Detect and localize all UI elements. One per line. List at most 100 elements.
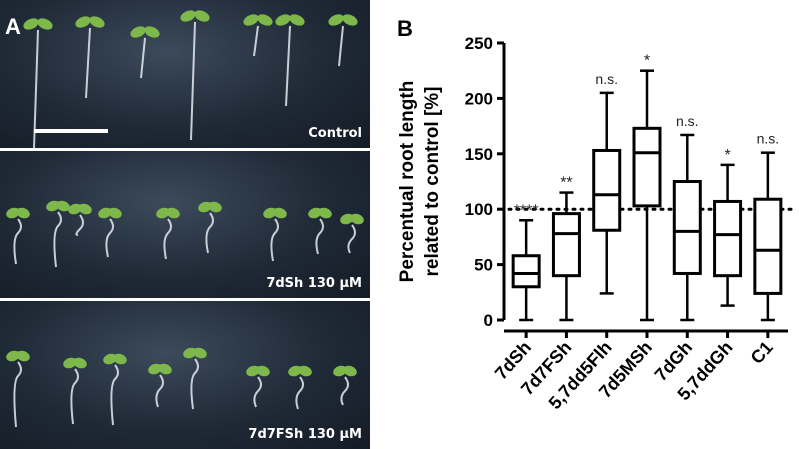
cotyledon-right: [73, 357, 87, 369]
y-tick-label: 100: [465, 200, 493, 219]
seedling-photo-7dsh: 7dSh 130 µM: [0, 151, 370, 298]
y-axis-label-line2: related to control [%]: [422, 86, 443, 276]
seedling: [333, 365, 357, 406]
seedling: [156, 207, 180, 260]
cotyledon-right: [318, 207, 332, 219]
root-line: [315, 218, 324, 255]
root-line: [155, 374, 164, 408]
iqr-box: [511, 254, 541, 289]
significance-label: ****: [514, 202, 539, 219]
significance-label: n.s.: [595, 71, 618, 87]
cotyledon-left: [198, 201, 212, 213]
cotyledon-left: [75, 16, 91, 28]
root-line: [13, 361, 22, 428]
iqr-box: [672, 180, 702, 275]
cotyledon-left: [23, 18, 39, 30]
root-line: [270, 218, 279, 262]
root-line: [13, 218, 22, 265]
strip-label-7d7fsh: 7d7FSh 130 µM: [248, 427, 362, 442]
cotyledon-right: [342, 14, 358, 26]
root-line: [347, 224, 356, 254]
iqr-box: [713, 199, 743, 278]
root-line: [70, 368, 79, 425]
significance-label: *: [644, 53, 650, 70]
root-line: [85, 27, 91, 99]
root-line: [53, 211, 62, 268]
cotyledon-right: [144, 26, 160, 38]
seedling: [183, 347, 207, 410]
seedling: [246, 365, 270, 408]
root-line: [190, 21, 196, 141]
cotyledon-left: [148, 363, 162, 375]
box-c1: [753, 151, 783, 338]
seedling-photo-control: Control: [0, 0, 370, 148]
seedling: [275, 14, 305, 107]
seedling: [103, 353, 127, 426]
root-line: [253, 376, 262, 408]
cotyledon-right: [89, 16, 105, 28]
seedling: [23, 18, 53, 148]
photo-panel: Control 7dSh 130 µM 7d7FSh 130 µM A: [0, 0, 370, 449]
cotyledon-left: [98, 207, 112, 219]
seedling: [63, 357, 87, 425]
y-axis-label-line1: Percentual root length: [397, 81, 418, 283]
box-7d7fsh: [551, 191, 581, 338]
cotyledon-left: [340, 213, 354, 225]
iqr-box: [753, 197, 783, 295]
seedlings-7dsh: [6, 200, 364, 268]
cotyledon-left: [6, 207, 20, 219]
category-label: C1: [747, 337, 777, 367]
panel-letter-b: B: [397, 16, 413, 41]
cotyledon-right: [194, 10, 210, 22]
cotyledon-left: [275, 14, 291, 26]
cotyledon-right: [78, 203, 92, 215]
root-line: [140, 37, 146, 79]
root-line: [75, 214, 84, 236]
cotyledon-left: [6, 350, 20, 362]
root-line: [110, 364, 119, 426]
cotyledon-left: [246, 365, 260, 377]
cotyledon-left: [333, 365, 347, 377]
seedling: [308, 207, 332, 255]
cotyledon-left: [180, 10, 196, 22]
cotyledon-right: [343, 365, 357, 377]
seedling: [263, 207, 287, 262]
cotyledon-right: [193, 347, 207, 359]
seedling: [288, 365, 312, 410]
significance-label: n.s.: [676, 113, 699, 129]
cotyledon-left: [308, 207, 322, 219]
cotyledon-right: [16, 350, 30, 362]
cotyledon-right: [298, 365, 312, 377]
y-tick-label: 150: [465, 145, 493, 164]
seedlings-7d7fsh: [6, 347, 357, 428]
seedling: [198, 201, 222, 254]
box-plot: 0 50 100 150 200 250 Percentual root length rel…: [397, 34, 796, 413]
root-line: [295, 376, 304, 410]
cotyledon-right: [350, 213, 364, 225]
seedling: [6, 207, 30, 265]
cotyledon-right: [208, 201, 222, 213]
strip-label-7dsh: 7dSh 130 µM: [266, 276, 362, 291]
seedling: [75, 16, 105, 99]
cotyledon-right: [108, 207, 122, 219]
cotyledon-left: [130, 26, 146, 38]
seedling: [340, 213, 364, 254]
box-57ddgh: [713, 163, 743, 338]
cotyledon-right: [56, 200, 70, 212]
seedling-photo-7d7fsh: 7d7FSh 130 µM: [0, 301, 370, 449]
cotyledon-left: [156, 207, 170, 219]
y-tick-label: 50: [474, 256, 493, 275]
significance-label: *: [724, 147, 730, 164]
seedling: [148, 363, 172, 408]
seedling: [6, 350, 30, 428]
cotyledon-left: [46, 200, 60, 212]
seedlings-control: [23, 10, 358, 148]
root-line: [340, 376, 349, 406]
box-57dd5flh: [592, 91, 622, 338]
root-line: [190, 358, 199, 410]
y-tick-label: 200: [465, 89, 493, 108]
cotyledon-right: [16, 207, 30, 219]
strip-label-control: Control: [308, 126, 362, 141]
y-tick-label: 250: [465, 34, 493, 53]
cotyledon-right: [37, 18, 53, 30]
